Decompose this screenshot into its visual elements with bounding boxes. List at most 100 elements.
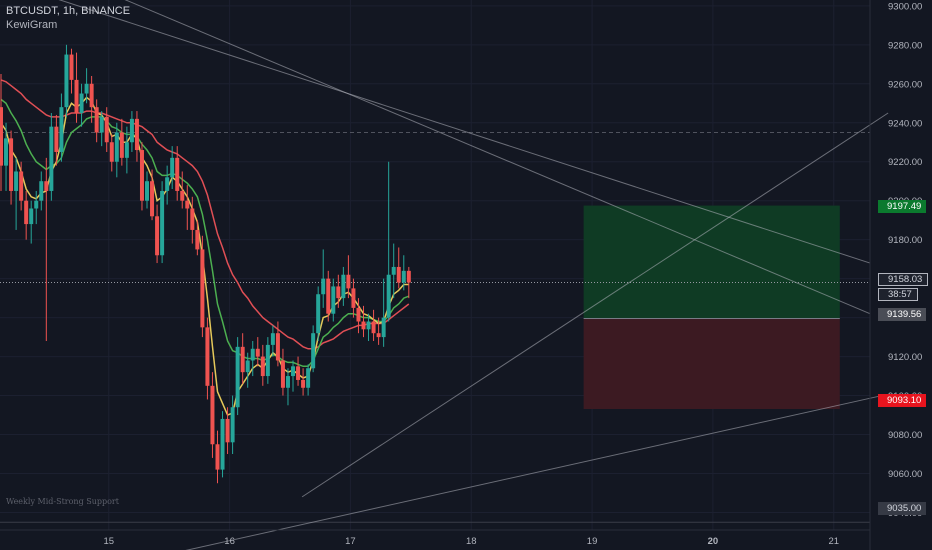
target-price-tag: 9197.49 bbox=[878, 200, 927, 213]
candle-body bbox=[79, 93, 84, 114]
candle-body bbox=[210, 385, 215, 445]
candle-body bbox=[291, 366, 296, 377]
candle-body bbox=[386, 274, 391, 318]
candle-body bbox=[69, 54, 74, 80]
candle-body bbox=[306, 368, 311, 388]
candle-body bbox=[9, 138, 14, 191]
x-tick-label: 18 bbox=[466, 536, 477, 547]
candle-body bbox=[215, 444, 220, 470]
candle-body bbox=[4, 138, 9, 166]
candle-body bbox=[124, 142, 129, 158]
candle-body bbox=[341, 274, 346, 299]
candle-body bbox=[381, 317, 386, 338]
x-tick-label: 17 bbox=[345, 536, 356, 547]
candle-body bbox=[205, 327, 210, 386]
profit-zone bbox=[583, 205, 840, 319]
candle-body bbox=[311, 333, 316, 369]
candle-body bbox=[119, 132, 124, 158]
candle-body bbox=[49, 126, 54, 191]
x-tick-label: 16 bbox=[224, 536, 235, 547]
candle-body bbox=[356, 307, 361, 322]
candle-body bbox=[351, 288, 356, 308]
candle-body bbox=[134, 118, 139, 151]
candle-body bbox=[114, 132, 119, 162]
candle-body bbox=[346, 274, 351, 289]
candle-body bbox=[336, 286, 341, 299]
candle-body bbox=[321, 278, 326, 295]
entry-price-tag: 9139.56 bbox=[878, 308, 927, 321]
trendline bbox=[124, 0, 871, 315]
candle-body bbox=[270, 333, 275, 345]
indicator-name[interactable]: KewiGram bbox=[6, 19, 58, 31]
candle-body bbox=[150, 181, 155, 217]
ema-slow-line bbox=[0, 79, 410, 350]
candle-body bbox=[64, 54, 69, 108]
candle-body bbox=[74, 79, 79, 114]
y-tick-label: 9280.00 bbox=[888, 40, 922, 51]
candle-body bbox=[396, 266, 401, 283]
candle-body bbox=[94, 107, 99, 133]
candle-body bbox=[109, 142, 114, 162]
loss-zone bbox=[583, 318, 840, 409]
candle-body bbox=[129, 118, 134, 143]
candle-body bbox=[185, 200, 190, 209]
candle-body bbox=[24, 200, 29, 225]
candle-body bbox=[200, 249, 205, 328]
candle-body bbox=[371, 321, 376, 334]
candle-body bbox=[104, 116, 109, 143]
y-tick-label: 9060.00 bbox=[888, 469, 922, 480]
candle-body bbox=[195, 229, 200, 250]
ema-fast-line bbox=[0, 96, 409, 416]
candle-body bbox=[240, 346, 245, 373]
candle-body bbox=[361, 321, 366, 330]
candle-body bbox=[170, 157, 175, 178]
y-tick-label: 9220.00 bbox=[888, 157, 922, 168]
symbol-title: BTCUSDT, 1h, BINANCE bbox=[6, 5, 131, 17]
candle-body bbox=[84, 83, 89, 94]
support-level-label: Weekly Mid-Strong Support bbox=[6, 497, 119, 506]
y-tick-label: 9080.00 bbox=[888, 430, 922, 441]
x-tick-label: 20 bbox=[708, 536, 719, 547]
candle-body bbox=[54, 126, 59, 152]
candle-body bbox=[301, 379, 306, 388]
candle-body bbox=[220, 418, 225, 470]
candle-body bbox=[391, 266, 396, 275]
candle-body bbox=[44, 181, 49, 191]
candle-body bbox=[89, 83, 94, 108]
candle-body bbox=[285, 376, 290, 388]
candle-body bbox=[296, 366, 301, 380]
candle-body bbox=[245, 360, 250, 373]
candle-body bbox=[280, 360, 285, 388]
candle-body bbox=[99, 116, 104, 133]
candle-body bbox=[265, 344, 270, 377]
candle-body bbox=[145, 181, 150, 201]
candle-body bbox=[366, 321, 371, 330]
trendline bbox=[185, 395, 883, 550]
y-tick-label: 9260.00 bbox=[888, 79, 922, 90]
candle-body bbox=[165, 177, 170, 191]
candle-body bbox=[255, 348, 260, 357]
candle-body bbox=[406, 270, 411, 283]
candle-body bbox=[260, 356, 265, 377]
candle-body bbox=[155, 216, 160, 256]
trendlines bbox=[58, 0, 889, 550]
stop-price-tag: 9093.10 bbox=[878, 394, 927, 407]
ema-mid-line bbox=[0, 98, 410, 368]
candle-body bbox=[139, 150, 144, 201]
candle-body bbox=[230, 407, 235, 443]
candle-body bbox=[401, 270, 406, 283]
candle-body bbox=[190, 208, 195, 230]
x-tick-label: 15 bbox=[103, 536, 114, 547]
y-tick-label: 9120.00 bbox=[888, 352, 922, 363]
candle-body bbox=[19, 171, 24, 201]
horizontal-levels bbox=[0, 132, 870, 523]
trendline bbox=[58, 0, 871, 264]
support-price-tag: 9035.00 bbox=[878, 502, 927, 515]
candle-body bbox=[326, 278, 331, 314]
candle-body bbox=[59, 107, 64, 152]
candle-body bbox=[39, 181, 44, 201]
moving-averages bbox=[0, 79, 410, 416]
candle-body bbox=[316, 294, 321, 334]
candle-body bbox=[235, 346, 240, 408]
